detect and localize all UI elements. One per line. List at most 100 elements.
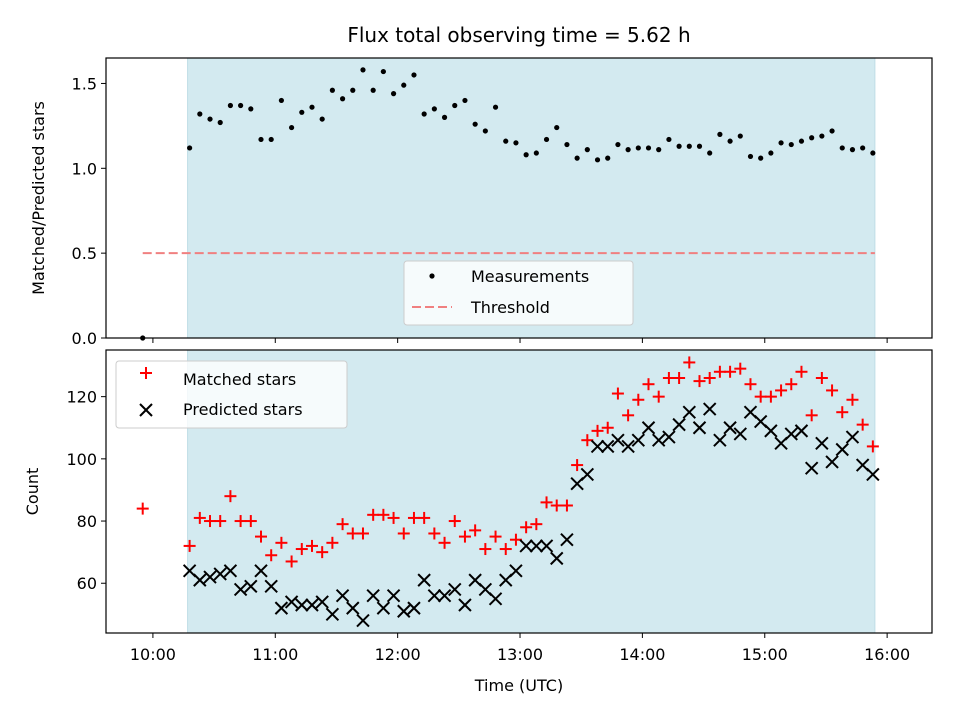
predicted-star-point [325, 607, 340, 622]
matched-star-point [642, 378, 655, 391]
measurement-point [849, 147, 856, 153]
legend-matched-label: Matched stars [183, 370, 296, 389]
predicted-star-diag2 [437, 588, 452, 603]
bottom-panel: 60 80 100 120 10:00 11:00 12:00 13:00 14:00 15:0… [23, 349, 933, 695]
predicted-star-point [376, 601, 391, 615]
measurement-point [339, 96, 346, 102]
matched-star-point [795, 365, 808, 378]
predicted-stars-points [182, 402, 880, 628]
measurement-point [839, 145, 845, 151]
predicted-star-diag2 [284, 595, 299, 609]
matched-star-point [305, 539, 318, 552]
bottom-x-ticks: 10:00 11:00 12:00 13:00 14:00 15:00 16:00 [130, 633, 910, 664]
predicted-star-point [386, 588, 401, 603]
matched-star-point [255, 530, 268, 543]
predicted-star-point [223, 564, 238, 578]
matched-star-point [652, 390, 665, 403]
bottom-y-tick-label: 120 [66, 388, 97, 407]
predicted-star-diag2 [794, 424, 809, 438]
measurement-points [140, 67, 876, 341]
matched-star-point [775, 384, 788, 397]
matched-star-point [509, 533, 522, 546]
x-tick-label: 16:00 [864, 645, 910, 664]
matched-star-point [234, 515, 247, 528]
matched-star-point [499, 543, 512, 556]
matched-star-point [418, 511, 431, 524]
predicted-star-diag2 [264, 579, 278, 594]
legend-matched-marker [140, 367, 152, 379]
predicted-star-diag2 [651, 433, 666, 447]
predicted-star-point [213, 567, 227, 581]
bottom-y-tick-label: 60 [77, 574, 97, 593]
matched-star-point [581, 434, 594, 447]
matched-star-point [550, 499, 563, 512]
predicted-star-point [733, 427, 747, 441]
matched-star-point [622, 409, 635, 422]
predicted-star-diag2 [397, 604, 411, 618]
matched-star-point [703, 371, 716, 384]
measurement-point [605, 155, 611, 161]
predicted-star-point [794, 424, 809, 438]
bottom-axes-frame [105, 349, 933, 634]
predicted-star-diag2 [346, 601, 360, 615]
matched-star-point [458, 530, 471, 543]
predicted-star-diag2 [274, 601, 289, 615]
predicted-star-point [601, 439, 615, 454]
legend-measurements-marker [429, 273, 435, 279]
matched-star-point [265, 549, 278, 562]
measurement-point [380, 68, 386, 75]
measurement-point [217, 119, 223, 126]
predicted-star-point [580, 467, 595, 482]
matched-star-point [520, 521, 533, 534]
predicted-star-diag2 [509, 564, 523, 578]
predicted-star-diag2 [376, 601, 391, 615]
measurement-point [717, 131, 723, 137]
matched-star-point [489, 530, 502, 543]
matched-star-point [724, 365, 737, 378]
predicted-star-diag2 [366, 588, 380, 603]
predicted-star-diag2 [193, 573, 207, 587]
bottom-y-tick-label: 80 [77, 512, 97, 531]
matched-star-point [326, 536, 339, 549]
predicted-star-point [274, 601, 289, 615]
predicted-star-point [366, 588, 380, 603]
measurement-point [462, 97, 468, 104]
matched-star-point [754, 390, 767, 403]
measurement-point [278, 97, 284, 104]
predicted-star-point [346, 601, 360, 615]
matched-star-point [571, 459, 584, 472]
matched-star-point [734, 362, 747, 375]
top-axes-frame [105, 57, 933, 339]
predicted-star-diag2 [325, 607, 340, 622]
measurement-point [656, 147, 662, 153]
predicted-star-point [672, 417, 686, 432]
bottom-y-ticks: 60 80 100 120 [66, 388, 106, 593]
predicted-star-point [692, 421, 707, 435]
predicted-star-point [315, 595, 329, 609]
predicted-star-point [509, 564, 523, 578]
top-y-tick-label: 0.5 [72, 244, 97, 263]
predicted-star-point [427, 588, 442, 603]
predicted-star-diag2 [692, 421, 707, 435]
matched-star-point [764, 390, 777, 403]
matched-star-point [136, 502, 149, 515]
matched-star-point [479, 543, 492, 556]
measurement-point [645, 145, 652, 151]
measurement-point [870, 150, 876, 156]
predicted-star-diag2 [702, 402, 717, 416]
predicted-star-diag2 [233, 582, 248, 597]
predicted-star-diag2 [560, 532, 574, 547]
predicted-star-point [193, 573, 207, 587]
predicted-star-diag2 [815, 436, 829, 451]
predicted-star-diag2 [203, 570, 217, 584]
predicted-star-point [590, 439, 605, 454]
matched-star-point [397, 527, 410, 540]
predicted-star-diag2 [407, 601, 421, 615]
measurement-point [727, 138, 733, 144]
measurement-point [350, 87, 356, 93]
measurement-point [625, 147, 631, 153]
top-legend-box [403, 260, 634, 326]
matched-star-point [560, 499, 573, 512]
top-y-axis-label: Matched/Predicted stars [29, 101, 48, 295]
predicted-star-point [448, 582, 462, 597]
